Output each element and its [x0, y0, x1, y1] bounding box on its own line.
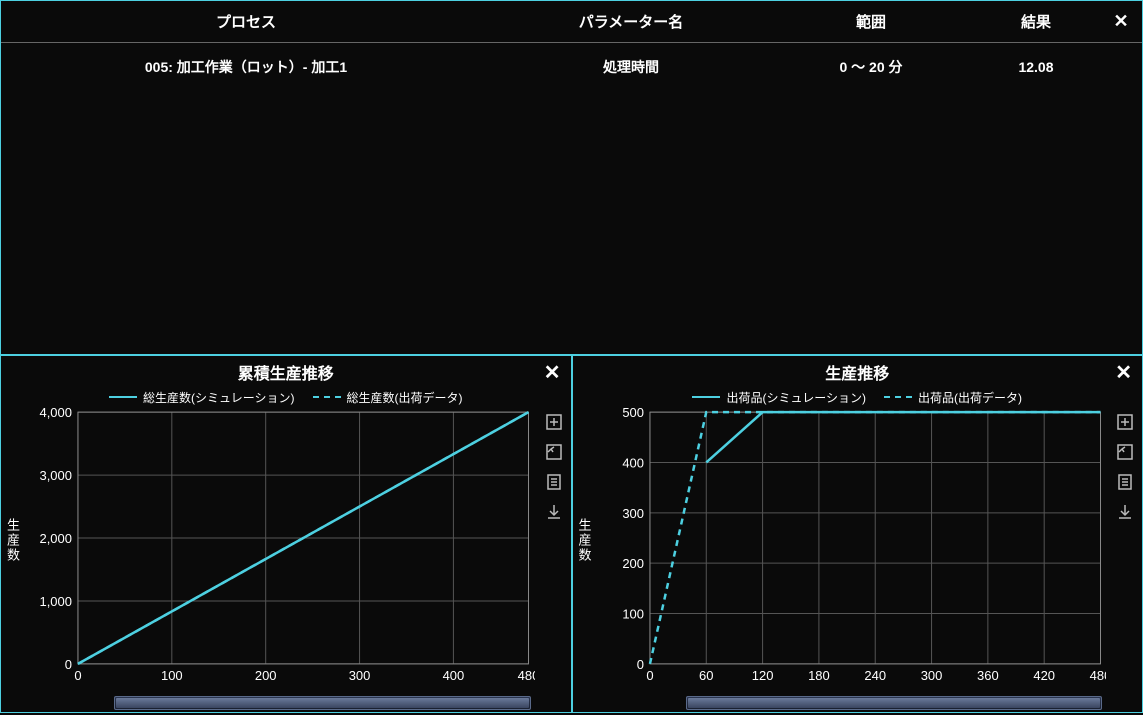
svg-text:480: 480 — [1089, 668, 1106, 683]
scrollbar-thumb[interactable] — [116, 698, 529, 708]
svg-text:360: 360 — [977, 668, 999, 683]
legend-line-icon — [692, 396, 720, 398]
close-icon[interactable]: ✕ — [1115, 360, 1132, 385]
legend-item-dash[interactable]: 総生産数(出荷データ) — [313, 389, 463, 406]
y-axis-label: 生産数 — [573, 518, 596, 603]
legend-label: 総生産数(出荷データ) — [347, 389, 463, 406]
chart-panel-production: 生産推移 ✕ 出荷品(シミュレーション) 出荷品(出荷データ) 生産数 0 100… — [572, 355, 1143, 713]
legend-dash-icon — [884, 396, 912, 398]
svg-text:400: 400 — [622, 455, 644, 470]
svg-text:100: 100 — [161, 668, 183, 683]
legend-dash-icon — [313, 396, 341, 398]
scrollbar-thumb[interactable] — [688, 698, 1101, 708]
chart-legend: 総生産数(シミュレーション) 総生産数(出荷データ) — [1, 386, 571, 408]
svg-text:200: 200 — [255, 668, 277, 683]
download-icon[interactable] — [543, 502, 565, 524]
svg-text:0: 0 — [646, 668, 653, 683]
legend-line-icon — [109, 396, 137, 398]
y-axis-label: 生産数 — [1, 518, 24, 603]
svg-text:2,000: 2,000 — [39, 531, 71, 546]
col-header-range: 範囲 — [771, 11, 971, 32]
svg-text:300: 300 — [920, 668, 942, 683]
svg-text:180: 180 — [808, 668, 830, 683]
cell-result: 12.08 — [971, 59, 1101, 75]
document-icon[interactable] — [543, 472, 565, 494]
svg-text:0: 0 — [74, 668, 81, 683]
cell-param: 処理時間 — [491, 57, 771, 77]
legend-label: 総生産数(シミュレーション) — [143, 389, 295, 406]
svg-text:300: 300 — [622, 506, 644, 521]
cell-process: 005: 加工作業（ロット）- 加工1 — [1, 57, 491, 77]
chart-scrollbar[interactable] — [686, 696, 1103, 710]
legend-label: 出荷品(シミュレーション) — [726, 389, 866, 406]
svg-text:120: 120 — [751, 668, 773, 683]
add-icon[interactable] — [543, 412, 565, 434]
svg-text:1,000: 1,000 — [39, 594, 71, 609]
chart-panel-cumulative: 累積生産推移 ✕ 総生産数(シミュレーション) 総生産数(出荷データ) 生産数 … — [0, 355, 572, 713]
chart-toolbar — [543, 412, 565, 524]
col-header-param: パラメーター名 — [491, 11, 771, 32]
svg-text:3,000: 3,000 — [39, 468, 71, 483]
cell-range: 0 ～ 20 分 — [771, 57, 971, 77]
close-icon[interactable]: ✕ — [1101, 11, 1141, 32]
svg-text:400: 400 — [443, 668, 465, 683]
svg-text:0: 0 — [636, 657, 643, 672]
svg-text:240: 240 — [864, 668, 886, 683]
reset-icon[interactable] — [543, 442, 565, 464]
download-icon[interactable] — [1114, 502, 1136, 524]
chart-title: 累積生産推移 — [238, 360, 334, 384]
svg-text:100: 100 — [622, 607, 644, 622]
reset-icon[interactable] — [1114, 442, 1136, 464]
chart-toolbar — [1114, 412, 1136, 524]
parameter-table-panel: プロセス パラメーター名 範囲 結果 ✕ 005: 加工作業（ロット）- 加工1… — [0, 0, 1143, 355]
legend-label: 出荷品(出荷データ) — [918, 389, 1022, 406]
svg-text:60: 60 — [699, 668, 713, 683]
charts-container: 累積生産推移 ✕ 総生産数(シミュレーション) 総生産数(出荷データ) 生産数 … — [0, 355, 1143, 713]
svg-text:500: 500 — [622, 408, 644, 420]
chart-legend: 出荷品(シミュレーション) 出荷品(出荷データ) — [573, 386, 1143, 408]
svg-text:480: 480 — [518, 668, 535, 683]
legend-item-solid[interactable]: 総生産数(シミュレーション) — [109, 389, 295, 406]
svg-text:420: 420 — [1033, 668, 1055, 683]
svg-text:0: 0 — [65, 657, 72, 672]
add-icon[interactable] — [1114, 412, 1136, 434]
table-row: 005: 加工作業（ロット）- 加工1 処理時間 0 ～ 20 分 12.08 — [1, 43, 1142, 91]
col-header-result: 結果 — [971, 11, 1101, 32]
legend-item-dash[interactable]: 出荷品(出荷データ) — [884, 389, 1022, 406]
svg-text:300: 300 — [349, 668, 371, 683]
legend-item-solid[interactable]: 出荷品(シミュレーション) — [692, 389, 866, 406]
table-header-row: プロセス パラメーター名 範囲 結果 ✕ — [1, 1, 1142, 43]
svg-text:4,000: 4,000 — [39, 408, 71, 420]
chart-scrollbar[interactable] — [114, 696, 531, 710]
svg-text:200: 200 — [622, 556, 644, 571]
document-icon[interactable] — [1114, 472, 1136, 494]
col-header-process: プロセス — [1, 11, 491, 32]
chart-plot-area[interactable]: 0 1,000 2,000 3,000 4,000 0 100 200 300 400 480 — [30, 408, 535, 686]
chart-plot-area[interactable]: 0 100 200 300 400 500 0 60 120 180 240 300 360 420 480 — [602, 408, 1107, 686]
close-icon[interactable]: ✕ — [544, 360, 561, 385]
chart-title: 生産推移 — [825, 360, 889, 384]
